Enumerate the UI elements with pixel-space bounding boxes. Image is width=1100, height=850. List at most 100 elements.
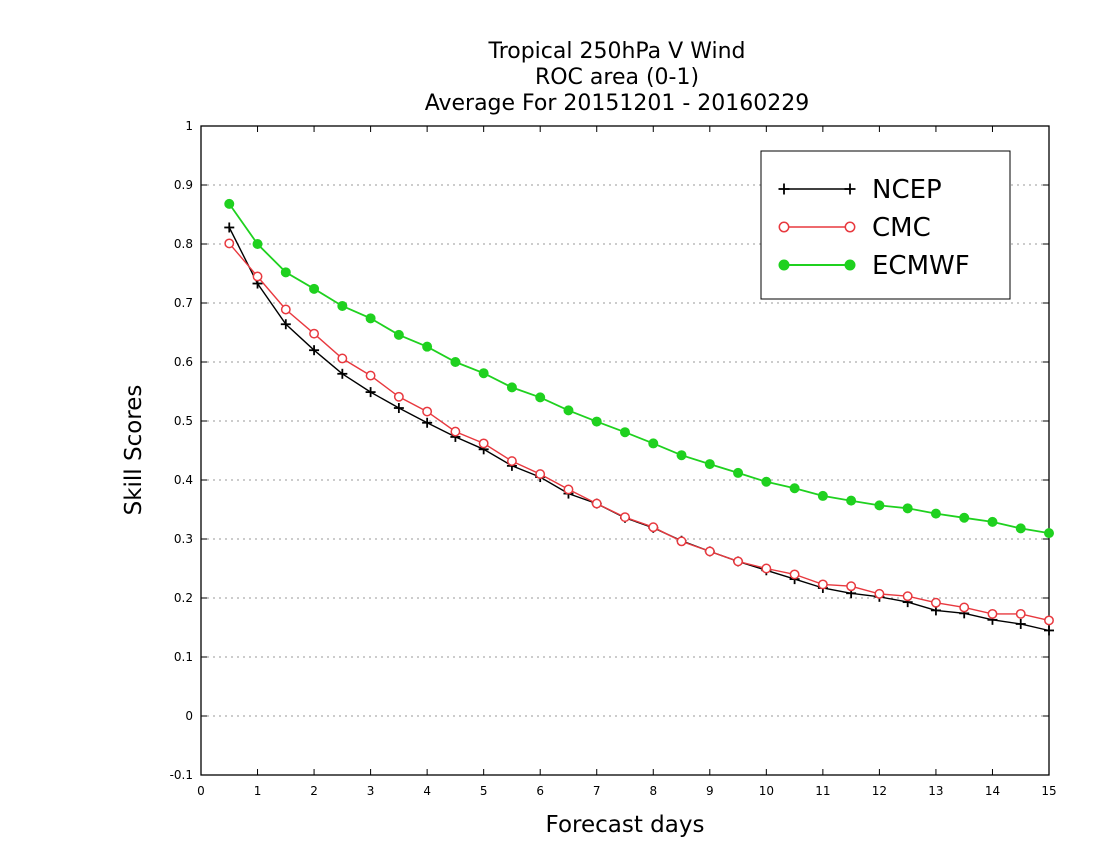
- x-tick-label: 6: [536, 784, 544, 798]
- series-cmc: [224, 238, 1054, 626]
- series-line: [228, 242, 1050, 622]
- legend-box: [760, 150, 1011, 300]
- data-point: [676, 536, 687, 547]
- data-point: [450, 357, 461, 367]
- data-point: [959, 602, 970, 613]
- data-point: [450, 426, 461, 437]
- data-point: [987, 516, 998, 527]
- data-point: [733, 467, 744, 478]
- x-tick-label: 0: [197, 784, 205, 798]
- data-point: [1015, 608, 1026, 619]
- data-point: [1044, 528, 1054, 539]
- data-point: [817, 490, 828, 501]
- data-point: [280, 267, 291, 278]
- x-tick-label: 5: [480, 784, 488, 798]
- data-point: [365, 387, 376, 398]
- data-point: [280, 319, 291, 330]
- x-tick-label: 12: [872, 784, 887, 798]
- y-tick-label: 0.1: [174, 650, 193, 664]
- data-point: [478, 368, 489, 379]
- data-point: [365, 370, 376, 381]
- y-tick-label: 0.8: [174, 237, 193, 251]
- data-point: [874, 588, 885, 599]
- x-tick-label: 13: [928, 784, 943, 798]
- data-point: [648, 438, 659, 449]
- chart-title: Tropical 250hPa V Wind ROC area (0-1) Av…: [425, 39, 810, 116]
- data-point: [337, 353, 348, 364]
- legend-label: NCEP: [872, 175, 942, 205]
- data-point: [844, 183, 856, 195]
- data-point: [733, 556, 744, 567]
- data-point: [337, 368, 348, 379]
- data-point: [309, 283, 320, 294]
- x-axis-title: Forecast days: [546, 812, 705, 838]
- data-point: [874, 500, 885, 511]
- data-point: [393, 391, 404, 402]
- data-point: [563, 405, 574, 416]
- title-line-3: Average For 20151201 - 20160229: [425, 91, 810, 116]
- data-point: [535, 469, 546, 480]
- axis-ticks: -0.100.10.20.30.40.50.60.70.80.910 1 2 3 4 5 6…: [170, 119, 1057, 798]
- legend: NCEP CMC ECMWF: [760, 150, 1011, 300]
- data-point: [704, 546, 715, 557]
- legend-item-ecmwf: ECMWF: [778, 251, 970, 281]
- y-tick-label: 0.3: [174, 532, 193, 546]
- data-point: [620, 512, 630, 523]
- x-tick-label: 9: [706, 784, 714, 798]
- data-point: [1044, 625, 1054, 636]
- x-tick-label: 14: [985, 784, 1000, 798]
- data-series: [224, 198, 1054, 636]
- legend-label: CMC: [872, 213, 931, 243]
- x-tick-label: 11: [815, 784, 830, 798]
- data-point: [761, 563, 772, 574]
- data-point: [252, 271, 263, 282]
- x-tick-label: 7: [593, 784, 601, 798]
- data-point: [393, 329, 404, 340]
- data-point: [902, 503, 913, 514]
- data-point: [844, 259, 856, 271]
- data-point: [422, 417, 433, 428]
- legend-item-ncep: NCEP: [778, 175, 942, 205]
- x-tick-label: 10: [759, 784, 774, 798]
- data-point: [535, 392, 546, 403]
- y-tick-label: -0.1: [170, 768, 193, 782]
- x-tick-label: 3: [367, 784, 375, 798]
- data-point: [778, 183, 790, 195]
- data-point: [817, 579, 828, 590]
- data-point: [902, 591, 913, 602]
- data-point: [309, 328, 320, 339]
- data-point: [844, 221, 856, 233]
- legend-label: ECMWF: [872, 251, 970, 281]
- data-point: [506, 382, 517, 393]
- data-point: [778, 221, 790, 233]
- y-axis-title: Skill Scores: [121, 385, 147, 516]
- data-point: [591, 498, 602, 509]
- y-tick-label: 0.7: [174, 296, 193, 310]
- series-ecmwf: [224, 198, 1054, 539]
- data-point: [1015, 523, 1026, 534]
- data-point: [761, 476, 772, 487]
- x-tick-label: 15: [1041, 784, 1056, 798]
- data-point: [224, 222, 235, 233]
- title-line-2: ROC area (0-1): [535, 65, 699, 90]
- data-point: [337, 300, 348, 311]
- data-point: [778, 259, 790, 271]
- x-tick-label: 8: [649, 784, 657, 798]
- data-point: [478, 438, 489, 449]
- data-point: [591, 416, 602, 427]
- y-tick-label: 0.9: [174, 178, 193, 192]
- data-point: [704, 459, 715, 470]
- legend-item-cmc: CMC: [778, 213, 931, 243]
- x-tick-label: 1: [254, 784, 262, 798]
- data-point: [987, 608, 998, 619]
- data-point: [422, 406, 433, 417]
- x-tick-label: 4: [423, 784, 431, 798]
- y-tick-label: 0.5: [174, 414, 193, 428]
- data-point: [1015, 618, 1026, 629]
- data-point: [930, 508, 941, 519]
- data-point: [365, 313, 376, 324]
- data-point: [309, 345, 320, 356]
- data-point: [280, 304, 291, 315]
- y-tick-label: 1: [185, 119, 193, 133]
- data-point: [224, 198, 235, 209]
